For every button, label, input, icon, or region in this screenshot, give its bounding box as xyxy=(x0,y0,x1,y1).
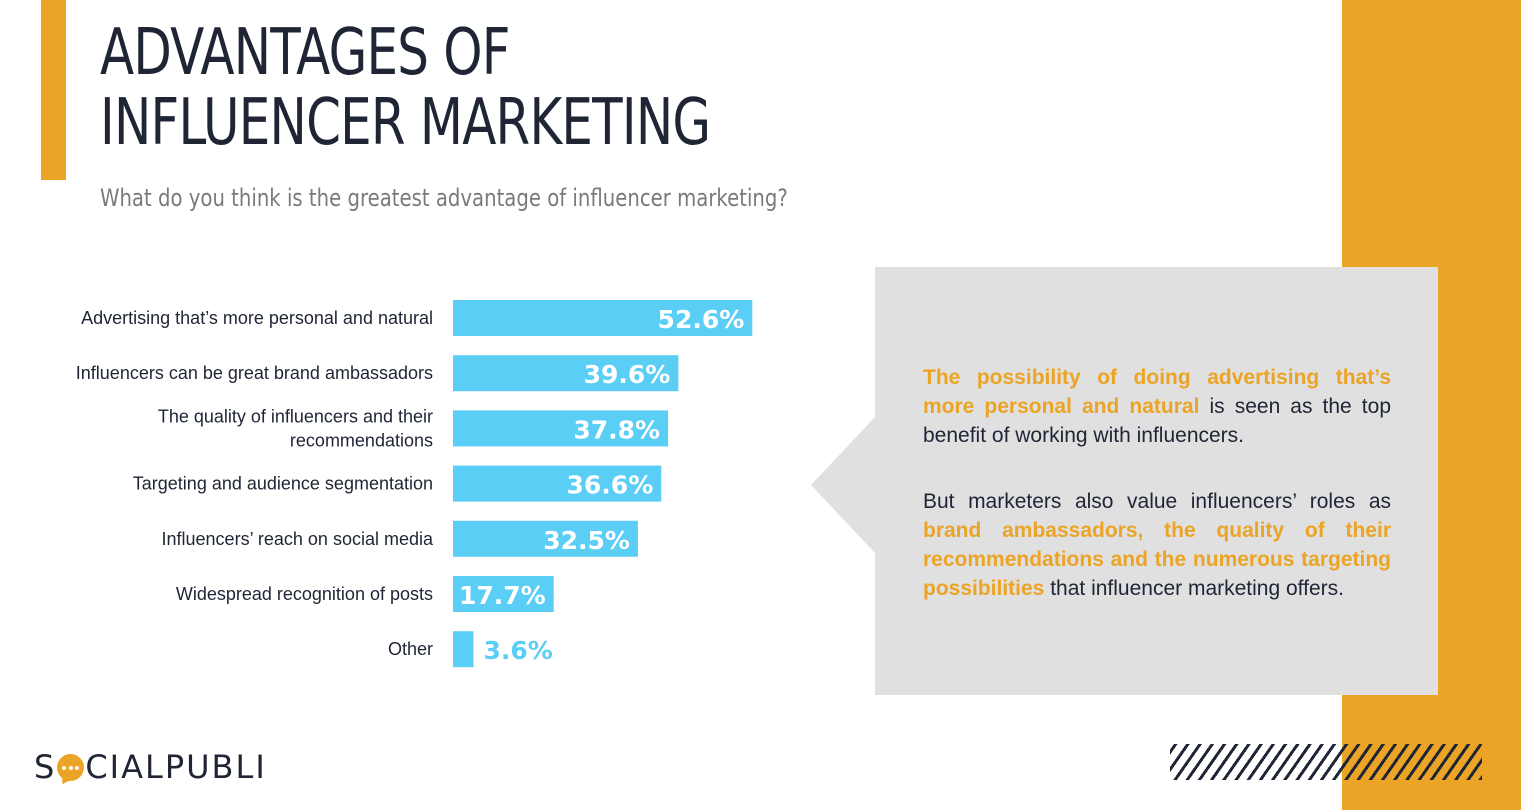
bar-value-label-5: 17.7% xyxy=(459,581,546,610)
bar-0 xyxy=(453,300,753,336)
category-label-4: Influencers’ reach on social media xyxy=(162,529,434,549)
callout-text-2b: that influencer marketing offers. xyxy=(1044,577,1344,600)
category-label-2-0: The quality of influencers and their xyxy=(158,406,433,426)
callout-box xyxy=(875,267,1438,695)
category-label-6: Other xyxy=(388,639,433,659)
category-label-3: Targeting and audience segmentation xyxy=(133,474,433,494)
category-label-1: Influencers can be great brand ambassado… xyxy=(76,363,433,383)
bar-value-label-4: 32.5% xyxy=(543,526,630,555)
survey-question: What do you think is the greatest advant… xyxy=(100,184,788,212)
bar-value-label-3: 36.6% xyxy=(567,471,654,500)
category-label-0: Advertising that’s more personal and nat… xyxy=(81,308,433,328)
bar-5 xyxy=(453,576,554,612)
page-title: ADVANTAGES OF INFLUENCER MARKETING xyxy=(100,16,711,160)
callout-text-1: is seen as the top benefit of working wi… xyxy=(923,395,1391,447)
bar-1 xyxy=(453,355,679,392)
left-accent-bar xyxy=(41,0,66,180)
bar-2 xyxy=(453,410,669,447)
bar-value-label-6: 3.6% xyxy=(483,636,552,665)
diagonal-stripes-decoration xyxy=(1170,744,1482,780)
callout-arrow xyxy=(811,417,875,553)
callout-paragraph-2: But marketers also value influencers’ ro… xyxy=(923,487,1391,603)
callout-text-2a: But marketers also value influencers’ ro… xyxy=(923,490,1391,513)
bar-6 xyxy=(453,631,474,668)
bar-value-label-0: 52.6% xyxy=(658,305,745,334)
category-label-5: Widespread recognition of posts xyxy=(176,584,433,604)
bar-value-label-1: 39.6% xyxy=(584,360,671,389)
advantages-bar-chart: 52.6% Advertising that’s more personal an… xyxy=(76,300,753,668)
bar-value-label-2: 37.8% xyxy=(573,415,660,444)
callout-paragraph-1: The possibility of doing advertising tha… xyxy=(923,363,1391,450)
bar-4 xyxy=(453,520,638,557)
title-line-2: INFLUENCER MARKETING xyxy=(100,86,711,160)
category-label-2-1: recommendations xyxy=(290,430,433,450)
bar-3 xyxy=(453,465,662,502)
title-line-1: ADVANTAGES OF xyxy=(100,16,510,90)
speech-bubble-icon xyxy=(57,753,85,781)
callout-highlight-1: The possibility of doing advertising tha… xyxy=(923,366,1391,418)
logo-text-end: CIALPUBLI xyxy=(85,748,267,786)
callout-highlight-2: brand ambassadors, the quality of their … xyxy=(923,519,1391,600)
logo-text-start: S xyxy=(34,748,57,786)
socialpubli-logo: S CIALPUBLI xyxy=(34,748,267,786)
